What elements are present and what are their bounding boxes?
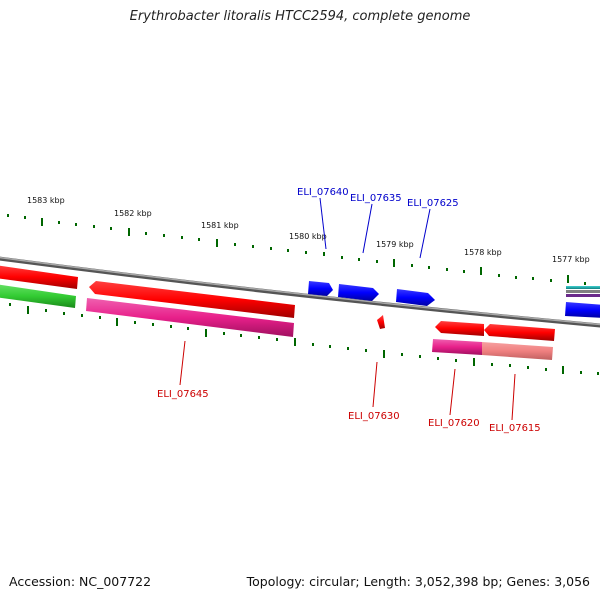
gene-arrow-eli-07635[interactable]: [338, 284, 379, 301]
gene-label-eli-07635[interactable]: ELI_07635: [350, 193, 402, 204]
tick-label: 1582 kbp: [114, 209, 152, 218]
tick-label: 1583 kbp: [27, 196, 65, 205]
gene-arrow-eli-07615[interactable]: [484, 324, 555, 341]
upper-tick-row: [7, 214, 586, 285]
label-leader: [319, 197, 327, 250]
tick-label: 1577 kbp: [552, 255, 590, 264]
cds-bar-eli-07645: [86, 298, 294, 337]
gene-label-eli-07615[interactable]: ELI_07615: [489, 423, 541, 434]
cds-bars: [0, 284, 553, 360]
genome-backbone: [0, 256, 600, 328]
forward-gene-labels: ELI_07640 ELI_07635 ELI_07625: [297, 187, 459, 259]
reverse-strand-genes: [0, 265, 555, 341]
gene-label-eli-07645[interactable]: ELI_07645: [157, 389, 209, 400]
gene-arrow-eli-07625[interactable]: [396, 289, 435, 306]
tick-label: 1579 kbp: [376, 240, 414, 249]
gene-arrow-eli-07640[interactable]: [308, 281, 333, 296]
label-leader: [179, 340, 186, 386]
cds-bar-eli-07620: [432, 339, 482, 355]
gene-label-eli-07625[interactable]: ELI_07625: [407, 198, 459, 209]
gene-arrow-partial[interactable]: [565, 302, 600, 318]
gene-arrow-partial-left[interactable]: [0, 265, 78, 289]
gene-arrow-eli-07645[interactable]: [89, 281, 295, 318]
cds-bar-eli-07615: [482, 342, 553, 360]
reverse-gene-labels: ELI_07645 ELI_07630 ELI_07620 ELI_07615: [157, 340, 541, 434]
gene-arrow-eli-07620[interactable]: [435, 321, 484, 336]
gene-label-eli-07620[interactable]: ELI_07620: [428, 418, 480, 429]
gene-arrow-eli-07630[interactable]: [377, 315, 385, 329]
gene-label-eli-07640[interactable]: ELI_07640: [297, 187, 349, 198]
accession-text: Accession: NC_007722: [9, 574, 152, 589]
genome-summary-text: Topology: circular; Length: 3,052,398 bp…: [246, 574, 590, 589]
kbp-labels: 1583 kbp 1582 kbp 1581 kbp 1580 kbp 1579…: [27, 196, 590, 264]
cds-bar-green: [0, 284, 76, 308]
tick-label: 1580 kbp: [289, 232, 327, 241]
gene-label-eli-07630[interactable]: ELI_07630: [348, 411, 400, 422]
feature-bar: [566, 286, 600, 289]
tick-label: 1581 kbp: [201, 221, 239, 230]
map-title: Erythrobacter litoralis HTCC2594, comple…: [129, 9, 471, 24]
forward-strand-genes: [308, 281, 600, 318]
lower-tick-row: [9, 303, 599, 375]
tick-label: 1578 kbp: [464, 248, 502, 257]
